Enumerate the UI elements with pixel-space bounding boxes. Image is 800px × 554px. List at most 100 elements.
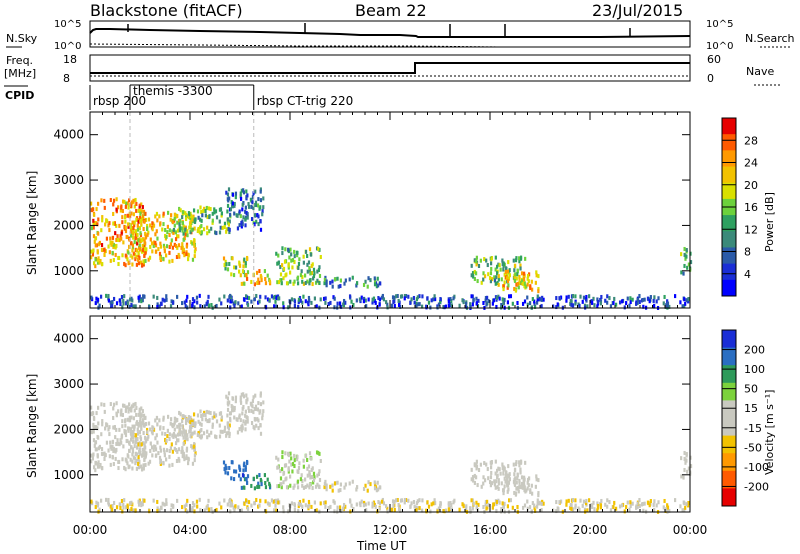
power-echo-cell — [184, 232, 187, 237]
power-echo-cell — [503, 280, 506, 285]
velocity-echo-cell — [138, 447, 141, 452]
colorbar-tick-label: 50 — [744, 383, 758, 396]
velocity-echo-cell — [273, 508, 276, 513]
velocity-echo-cell — [586, 508, 589, 513]
power-echo-cell — [606, 300, 609, 305]
velocity-echo-cell — [152, 498, 155, 503]
power-echo-cell — [494, 255, 497, 260]
power-echo-cell — [240, 281, 243, 286]
power-echo-cell — [114, 245, 117, 250]
power-echo-cell — [565, 295, 568, 300]
velocity-echo-cell — [130, 415, 133, 420]
power-echo-cell — [142, 259, 145, 264]
power-echo-cell — [144, 251, 147, 256]
power-echo-cell — [156, 218, 159, 223]
power-echo-cell — [403, 293, 407, 298]
power-echo-cell — [134, 232, 138, 237]
velocity-echo-cell — [129, 406, 133, 411]
velocity-echo-cell — [473, 480, 476, 485]
power-echo-cell — [249, 197, 253, 202]
velocity-echo-cell — [215, 419, 219, 424]
velocity-echo-cell — [247, 500, 251, 505]
power-echo-cell — [115, 237, 118, 242]
power-echo-cell — [253, 222, 256, 227]
velocity-echo-cell — [615, 506, 618, 511]
velocity-echo-cell — [472, 501, 475, 506]
power-echo-cell — [606, 294, 609, 299]
power-echo-cell — [106, 219, 109, 224]
power-echo-cell — [184, 304, 187, 309]
power-echo-cell — [165, 297, 168, 302]
velocity-echo-cell — [250, 503, 253, 508]
velocity-echo-cell — [307, 464, 311, 469]
power-echo-cell — [156, 302, 159, 307]
power-echo-cell — [311, 282, 314, 287]
power-echo-cell — [480, 280, 483, 285]
velocity-echo-cell — [181, 505, 184, 510]
power-echo-cell — [297, 297, 301, 302]
velocity-ylabel: Slant Range [km] — [25, 374, 39, 478]
velocity-echo-cell — [218, 423, 221, 428]
power-echo-cell — [491, 301, 494, 306]
power-echo-cell — [266, 297, 270, 302]
velocity-echo-cell — [227, 430, 230, 435]
velocity-echo-cell — [173, 422, 176, 427]
power-echo-cell — [90, 201, 93, 206]
velocity-echo-cell — [215, 507, 218, 512]
velocity-echo-cell — [362, 486, 366, 491]
velocity-echo-cell — [495, 500, 498, 505]
power-echo-cell — [504, 266, 508, 271]
power-echo-cell — [318, 247, 321, 252]
power-echo-cell — [121, 305, 124, 310]
velocity-echo-cell — [523, 488, 526, 493]
velocity-echo-cell — [100, 432, 103, 437]
velocity-echo-cell — [275, 508, 278, 513]
velocity-echo-cell — [139, 435, 142, 440]
velocity-echo-cell — [592, 500, 595, 505]
velocity-echo-cell — [417, 506, 420, 511]
power-echo-cell — [130, 233, 133, 238]
velocity-echo-cell — [505, 480, 509, 485]
power-echo-cell — [96, 297, 100, 302]
velocity-echo-cell — [168, 454, 171, 459]
velocity-echo-cell — [351, 479, 354, 484]
velocity-echo-cell — [219, 429, 222, 434]
velocity-echo-cell — [526, 506, 529, 511]
power-echo-cell — [533, 304, 537, 309]
velocity-echo-cell — [136, 427, 139, 432]
power-echo-cell — [114, 231, 117, 236]
power-echo-cell — [141, 298, 144, 303]
velocity-echo-cell — [527, 483, 530, 488]
power-echo-cell — [477, 263, 481, 268]
power-echo-cell — [333, 305, 336, 310]
velocity-echo-cell — [119, 505, 122, 510]
nsky-spikes — [127, 23, 631, 37]
velocity-echo-cell — [318, 485, 321, 490]
velocity-echo-cell — [666, 508, 669, 513]
velocity-echo-cell — [96, 405, 100, 410]
velocity-echo-cell — [260, 482, 263, 487]
velocity-echo-cell — [687, 466, 690, 471]
velocity-echo-cell — [686, 469, 689, 474]
power-echo-cell — [238, 269, 241, 274]
velocity-echo-cell — [133, 444, 136, 449]
power-echo-cell — [232, 301, 235, 306]
power-echo-cell — [132, 212, 135, 217]
x-tick-label: 16:00 — [473, 523, 508, 537]
power-echo-cell — [534, 280, 537, 285]
velocity-echo-cell — [222, 460, 226, 465]
power-echo-cell — [129, 241, 133, 246]
velocity-echo-cell — [684, 460, 687, 465]
power-echo-cell — [126, 257, 129, 262]
power-echo-cell — [684, 256, 687, 261]
power-echo-cell — [155, 211, 159, 216]
power-echo-cell — [470, 273, 473, 278]
power-echo-cell — [308, 298, 311, 303]
velocity-echo-cell — [243, 485, 246, 490]
power-echo-cell — [191, 297, 195, 302]
velocity-echo-cell — [151, 425, 154, 430]
station-title: Blackstone (fitACF) — [90, 1, 243, 20]
velocity-echo-cell — [94, 440, 98, 445]
velocity-echo-cell — [162, 426, 165, 431]
power-echo-cell — [193, 249, 197, 254]
